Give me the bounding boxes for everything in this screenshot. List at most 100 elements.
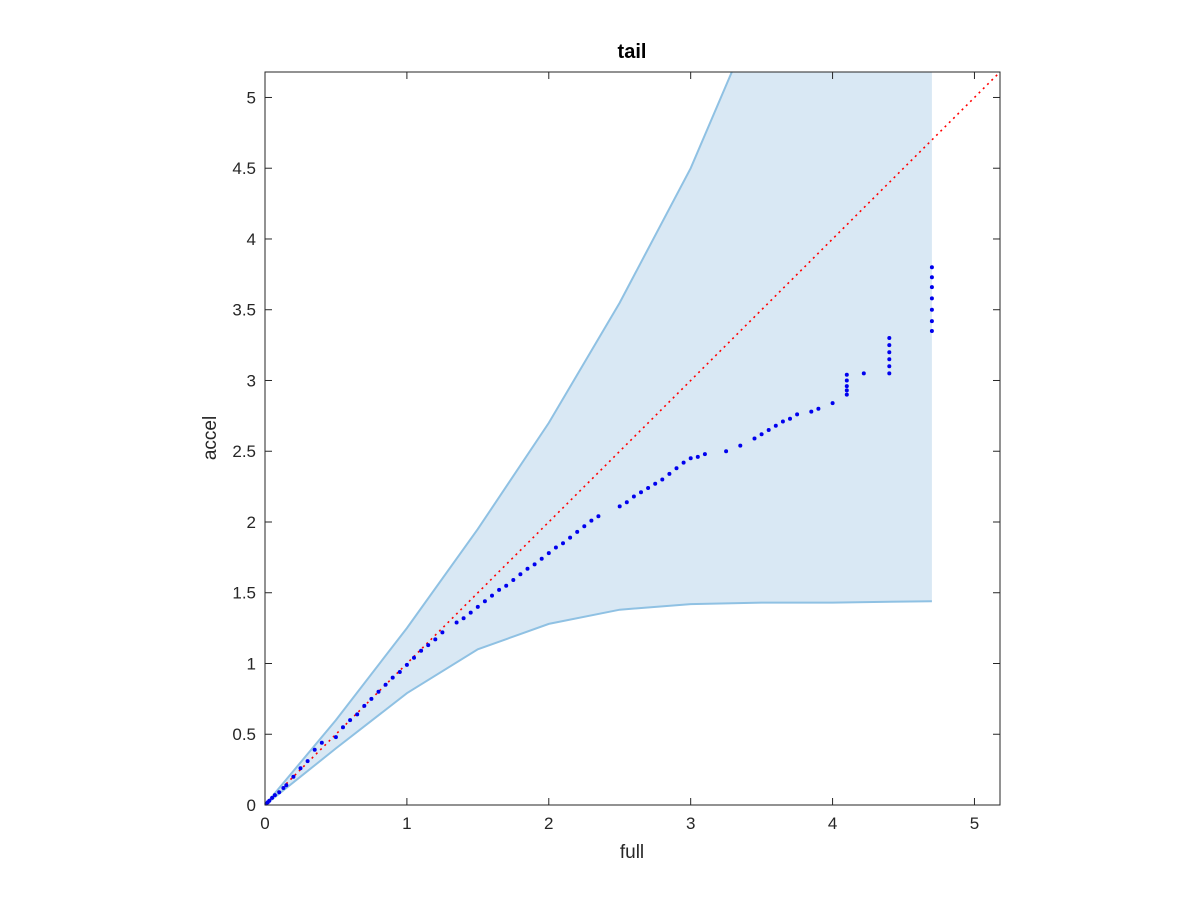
data-point (660, 477, 665, 482)
data-point (404, 662, 409, 667)
data-point (546, 551, 551, 556)
data-point (724, 449, 729, 454)
x-tick-label: 4 (828, 814, 837, 833)
y-axis-ticks: 0 0.5 1 1.5 2 2.5 3 3.5 4 4.5 5 (232, 88, 1000, 815)
data-point (348, 718, 353, 723)
y-tick-label: 4.5 (232, 159, 256, 178)
data-point (929, 307, 934, 312)
data-point (887, 336, 892, 340)
data-point (582, 524, 587, 529)
data-point (816, 406, 821, 411)
data-point (766, 428, 771, 432)
data-point (267, 798, 272, 803)
data-point (624, 500, 629, 505)
data-point (809, 409, 814, 414)
data-point (674, 466, 679, 471)
y-tick-label: 4 (247, 230, 256, 249)
data-point (773, 423, 778, 428)
data-point (419, 648, 424, 653)
data-point (277, 790, 282, 795)
data-point (355, 712, 360, 717)
data-point (887, 364, 892, 369)
x-axis-ticks: 0 1 2 3 4 5 (260, 72, 979, 833)
data-point (667, 471, 672, 476)
data-point (596, 514, 601, 519)
data-point (412, 655, 416, 660)
y-tick-label: 3.5 (232, 301, 256, 320)
y-axis-label: accel (200, 416, 221, 460)
data-point (390, 675, 395, 680)
data-point (561, 541, 565, 546)
data-point (887, 343, 892, 348)
data-point (270, 795, 275, 800)
data-point (795, 412, 800, 417)
data-point (475, 604, 480, 609)
data-point (511, 578, 516, 582)
data-point (298, 766, 303, 771)
data-point (702, 452, 707, 457)
y-tick-label: 0 (247, 796, 256, 815)
data-point (362, 703, 367, 708)
data-point (504, 583, 509, 588)
data-point (639, 490, 643, 495)
data-point (844, 392, 849, 397)
y-tick-label: 2 (247, 513, 256, 532)
confidence-band-upper-edge (264, 71, 733, 806)
data-point (780, 419, 785, 424)
data-point (759, 432, 764, 437)
data-point (646, 486, 651, 490)
data-point (929, 319, 934, 324)
data-point (454, 620, 459, 625)
data-point (844, 378, 849, 383)
data-point (341, 725, 345, 730)
data-point (589, 518, 594, 523)
data-point (929, 265, 934, 270)
x-tick-label: 1 (402, 814, 411, 833)
data-point (440, 630, 445, 635)
data-point (929, 275, 934, 280)
data-point (518, 572, 523, 577)
data-point (738, 443, 743, 448)
data-point (653, 481, 658, 486)
data-point (617, 504, 622, 509)
data-point (844, 372, 849, 377)
data-point (568, 535, 573, 540)
x-tick-label: 0 (260, 814, 269, 833)
data-point (497, 587, 502, 592)
data-point (482, 599, 487, 604)
data-point (319, 740, 324, 745)
data-point (284, 783, 289, 788)
reference-diagonal-line (264, 71, 1001, 806)
data-point (426, 643, 431, 648)
data-point (688, 456, 693, 461)
y-tick-label: 5 (247, 88, 256, 107)
confidence-band-fill (265, 72, 932, 805)
data-point (861, 371, 866, 376)
data-point (788, 416, 792, 421)
y-tick-label: 3 (247, 371, 256, 390)
data-point (468, 610, 473, 615)
data-point (532, 562, 537, 567)
data-point (525, 566, 530, 571)
data-point (291, 774, 296, 779)
data-point (887, 371, 892, 376)
confidence-band-lower-edge (264, 600, 932, 806)
data-point (681, 460, 686, 465)
data-point (887, 357, 892, 362)
data-point (844, 384, 849, 389)
data-point (383, 682, 388, 687)
data-point (376, 689, 381, 694)
data-point (433, 637, 438, 642)
data-point (461, 616, 466, 621)
x-axis-label: full (620, 842, 644, 863)
data-point (312, 747, 317, 752)
data-point (830, 401, 835, 406)
x-tick-label: 5 (970, 814, 979, 833)
data-point (929, 329, 934, 333)
y-tick-label: 0.5 (232, 725, 256, 744)
data-point (844, 388, 849, 393)
data-point (553, 545, 558, 550)
plot-frame (264, 71, 1001, 806)
data-point (369, 696, 374, 701)
